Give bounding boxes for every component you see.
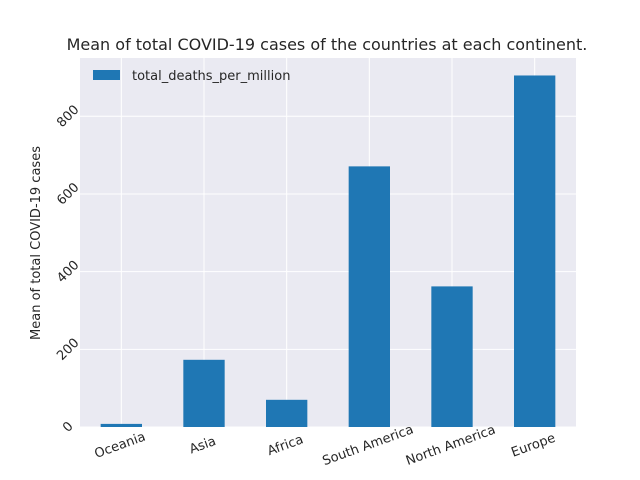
bar-oceania bbox=[100, 423, 142, 427]
bar-asia bbox=[183, 359, 225, 427]
x-tick-label: Africa bbox=[265, 432, 305, 459]
bar-north-america bbox=[431, 286, 473, 427]
x-tick-label: South America bbox=[321, 422, 416, 469]
y-tick-label: 600 bbox=[54, 180, 82, 208]
bar-europe bbox=[514, 75, 556, 428]
y-axis-label: Mean of total COVID-19 cases bbox=[29, 146, 44, 340]
y-tick-label: 400 bbox=[54, 258, 82, 286]
x-tick-label: North America bbox=[404, 423, 498, 469]
y-tick-labels: 0 200 400 600 800 bbox=[54, 103, 82, 436]
bars bbox=[100, 75, 556, 428]
y-tick-label: 200 bbox=[54, 336, 82, 364]
legend: total_deaths_per_million bbox=[93, 69, 290, 84]
y-tick-label: 800 bbox=[54, 103, 82, 131]
plot-area bbox=[80, 58, 576, 427]
legend-swatch bbox=[93, 70, 120, 80]
legend-label: total_deaths_per_million bbox=[132, 69, 290, 84]
bar-south-america bbox=[348, 166, 390, 427]
x-tick-label: Oceania bbox=[93, 430, 148, 462]
x-tick-label: Europe bbox=[509, 431, 557, 461]
y-tick-label: 0 bbox=[60, 419, 76, 435]
x-tick-label: Asia bbox=[187, 434, 218, 457]
bar-africa bbox=[266, 399, 308, 427]
chart-title: Mean of total COVID-19 cases of the coun… bbox=[67, 35, 588, 54]
